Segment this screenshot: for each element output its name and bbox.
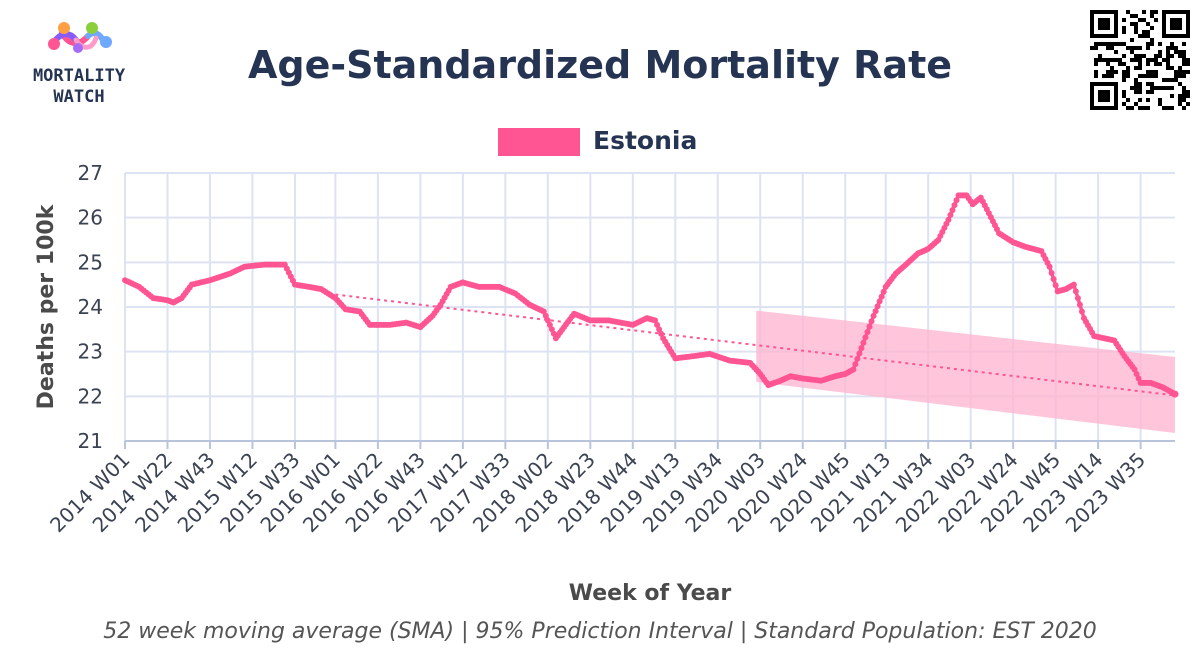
series-point: [1048, 269, 1055, 276]
trend-line: [335, 293, 1176, 397]
mortality-watch-logo: MORTALITY WATCH: [33, 22, 126, 107]
series-point: [1076, 301, 1083, 308]
series-point: [947, 211, 954, 218]
series-point: [860, 339, 867, 346]
series-point: [1052, 282, 1059, 289]
series-point: [854, 355, 861, 362]
series-point: [546, 321, 553, 328]
series-point: [870, 312, 877, 319]
series-point: [945, 216, 952, 223]
logo-line1: MORTALITY: [33, 66, 126, 86]
series-point: [1078, 308, 1085, 315]
legend-label: Estonia: [593, 126, 697, 155]
series-point: [1072, 288, 1079, 295]
qr-code-icon: [1090, 10, 1190, 110]
series-point: [862, 334, 869, 341]
series-point: [856, 350, 863, 357]
y-tick-label: 26: [78, 206, 103, 230]
series-point: [1046, 263, 1053, 270]
series-point: [656, 326, 663, 333]
y-tick-label: 21: [78, 429, 103, 453]
series-point: [872, 308, 879, 315]
chart-title: Age-Standardized Mortality Rate: [248, 43, 952, 87]
legend: Estonia: [498, 126, 697, 156]
series-point: [864, 329, 871, 336]
series-point: [866, 323, 873, 330]
series-point: [858, 345, 865, 352]
y-axis-label: Deaths per 100k: [34, 203, 59, 409]
legend-swatch: [498, 128, 580, 156]
series-point: [949, 207, 956, 214]
chart-footnote: 52 week moving average (SMA) | 95% Predi…: [103, 619, 1097, 644]
y-tick-label: 22: [78, 384, 103, 408]
series-point: [1135, 375, 1142, 382]
series-point: [868, 318, 875, 325]
series-point: [880, 288, 887, 295]
series-point: [652, 317, 659, 324]
series-point: [1171, 390, 1179, 398]
baseline-trend: [335, 293, 1176, 397]
series-point: [654, 321, 661, 328]
series-point: [850, 366, 857, 373]
y-tick-label: 25: [78, 250, 103, 274]
series-estonia: [122, 192, 1179, 398]
series-point: [1131, 366, 1138, 373]
series-point: [1070, 281, 1077, 288]
series-point: [1133, 371, 1140, 377]
y-tick-label: 23: [78, 340, 103, 364]
series-point: [852, 361, 859, 368]
series-point: [540, 308, 547, 315]
series-point: [658, 330, 665, 337]
series-point: [544, 317, 551, 324]
x-axis-label: Week of Year: [569, 581, 732, 606]
series-point: [951, 202, 958, 209]
series-point: [953, 197, 960, 204]
prediction-interval-area: [756, 310, 1175, 433]
logo-mark-icon: [48, 22, 112, 53]
prediction-interval-band: [756, 310, 1175, 433]
series-point: [1074, 295, 1081, 302]
series-point: [878, 293, 885, 300]
series-point: [542, 312, 549, 319]
y-axis: 21 22 23 24 25 26 27: [78, 161, 103, 453]
series-point: [1050, 276, 1057, 283]
logo-line2: WATCH: [53, 87, 104, 107]
y-tick-label: 24: [78, 295, 103, 319]
series-point: [548, 326, 555, 333]
y-tick-label: 27: [78, 161, 103, 185]
series-point: [874, 303, 881, 310]
series-point: [876, 298, 883, 305]
